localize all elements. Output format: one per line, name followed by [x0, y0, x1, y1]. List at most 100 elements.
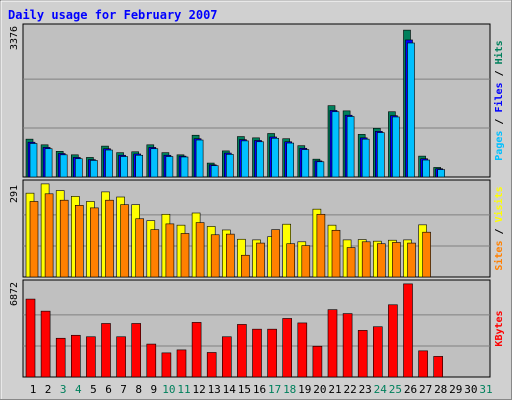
bar-sites-day-27 [422, 231, 431, 278]
bar-sites-day-20 [316, 213, 326, 278]
bar-sites-day-19 [301, 245, 311, 278]
chart-title: Daily usage for February 2007 [8, 8, 218, 22]
panel-hits: 3376 Pages / Files / Hits [9, 23, 505, 178]
y-max-label: 291 [9, 185, 20, 203]
x-tick-label: 12 [192, 383, 205, 396]
bar-pages-day-3 [59, 154, 68, 178]
x-tick-label: 24 [374, 383, 388, 396]
x-tick-label: 9 [150, 383, 157, 396]
bar-kbytes-day-15 [237, 324, 247, 378]
bar-pages-day-2 [44, 148, 53, 178]
panel-kbytes: 6872 KBytes [9, 279, 505, 378]
bar-kbytes-day-27 [418, 350, 428, 378]
bar-pages-day-1 [29, 143, 38, 178]
legend-entry: KBytes [494, 310, 505, 346]
x-tick-label: 22 [343, 383, 356, 396]
x-tick-label: 20 [313, 383, 326, 396]
bar-pages-day-18 [286, 142, 295, 178]
series-kbytes [25, 283, 444, 378]
series-pages [29, 42, 446, 178]
bar-sites-day-8 [135, 218, 144, 278]
bar-pages-day-22 [346, 116, 355, 178]
bar-pages-day-13 [210, 165, 219, 178]
bar-kbytes-day-7 [116, 336, 126, 378]
bar-kbytes-day-28 [433, 356, 444, 378]
legend-entry: Hits [493, 40, 505, 64]
bar-pages-day-21 [331, 111, 340, 178]
bar-sites-day-13 [210, 234, 220, 278]
legend-entry: Sites [493, 241, 505, 271]
x-tick-label: 25 [389, 383, 402, 396]
bar-sites-day-21 [331, 229, 341, 278]
bar-sites-day-9 [150, 229, 160, 278]
legend-entry: / [494, 222, 505, 240]
x-tick-label: 1 [30, 383, 37, 396]
bar-pages-day-11 [180, 156, 189, 178]
legend-kbytes: KBytes [494, 310, 505, 346]
x-tick-label: 17 [268, 383, 281, 396]
legend-entry: Files [493, 82, 505, 112]
x-tick-label: 27 [419, 383, 432, 396]
bar-sites-day-2 [44, 193, 54, 278]
x-tick-label: 7 [120, 383, 127, 396]
bar-pages-day-26 [407, 42, 415, 178]
bar-kbytes-day-24 [372, 326, 383, 378]
x-tick-label: 2 [45, 383, 52, 396]
bar-pages-day-19 [301, 149, 310, 178]
bar-pages-day-5 [90, 160, 98, 178]
bar-sites-day-23 [361, 241, 371, 278]
bar-sites-day-12 [195, 222, 205, 278]
bar-sites-day-1 [29, 201, 39, 278]
legend-entry: / [494, 64, 505, 82]
bar-sites-day-15 [241, 254, 250, 278]
bar-sites-day-3 [59, 199, 69, 278]
legend-hits: Pages / Files / Hits [493, 40, 505, 160]
bar-kbytes-day-14 [222, 336, 232, 378]
bar-pages-day-14 [226, 154, 234, 178]
x-tick-label: 16 [253, 383, 266, 396]
y-max-label: 6872 [9, 282, 20, 306]
bar-kbytes-day-9 [146, 343, 157, 378]
bar-pages-day-6 [105, 149, 113, 178]
x-tick-label: 5 [90, 383, 97, 396]
bar-pages-day-9 [150, 148, 159, 178]
legend-entry: / [494, 113, 505, 131]
x-tick-label: 15 [238, 383, 251, 396]
bar-kbytes-day-18 [282, 318, 293, 378]
x-tick-label: 19 [298, 383, 311, 396]
bar-kbytes-day-11 [176, 349, 187, 378]
bar-kbytes-day-13 [206, 352, 217, 378]
x-tick-label: 10 [162, 383, 175, 396]
x-tick-label: 6 [105, 383, 112, 396]
x-tick-label: 13 [208, 383, 221, 396]
bar-pages-day-17 [271, 137, 279, 178]
bar-pages-day-27 [422, 159, 430, 178]
series-sites [29, 193, 431, 278]
bar-sites-day-24 [376, 243, 386, 278]
bar-kbytes-day-25 [388, 304, 398, 378]
x-tick-label: 4 [75, 383, 82, 396]
bar-sites-day-11 [180, 233, 190, 278]
bar-pages-day-20 [316, 161, 325, 178]
bar-sites-day-4 [75, 205, 84, 278]
panel-visits: 291 Sites / Visits [9, 179, 505, 278]
x-tick-label: 26 [404, 383, 417, 396]
x-tick-label: 23 [359, 383, 372, 396]
bar-kbytes-day-26 [403, 283, 413, 378]
x-tick-label: 30 [464, 383, 477, 396]
x-tick-label: 8 [135, 383, 142, 396]
bar-kbytes-day-5 [86, 336, 96, 378]
bar-sites-day-17 [271, 229, 280, 278]
bar-kbytes-day-4 [71, 334, 81, 378]
bar-sites-day-6 [105, 199, 114, 278]
bar-kbytes-day-17 [267, 328, 277, 378]
bar-pages-day-10 [165, 156, 174, 178]
bar-sites-day-7 [120, 204, 129, 278]
bar-kbytes-day-12 [191, 322, 202, 378]
bar-sites-day-16 [256, 242, 265, 278]
legend-entry: Pages [494, 131, 505, 161]
bar-sites-day-18 [286, 243, 296, 278]
bar-kbytes-day-2 [40, 310, 51, 378]
bar-pages-day-23 [361, 138, 370, 178]
bar-pages-day-8 [135, 154, 143, 178]
